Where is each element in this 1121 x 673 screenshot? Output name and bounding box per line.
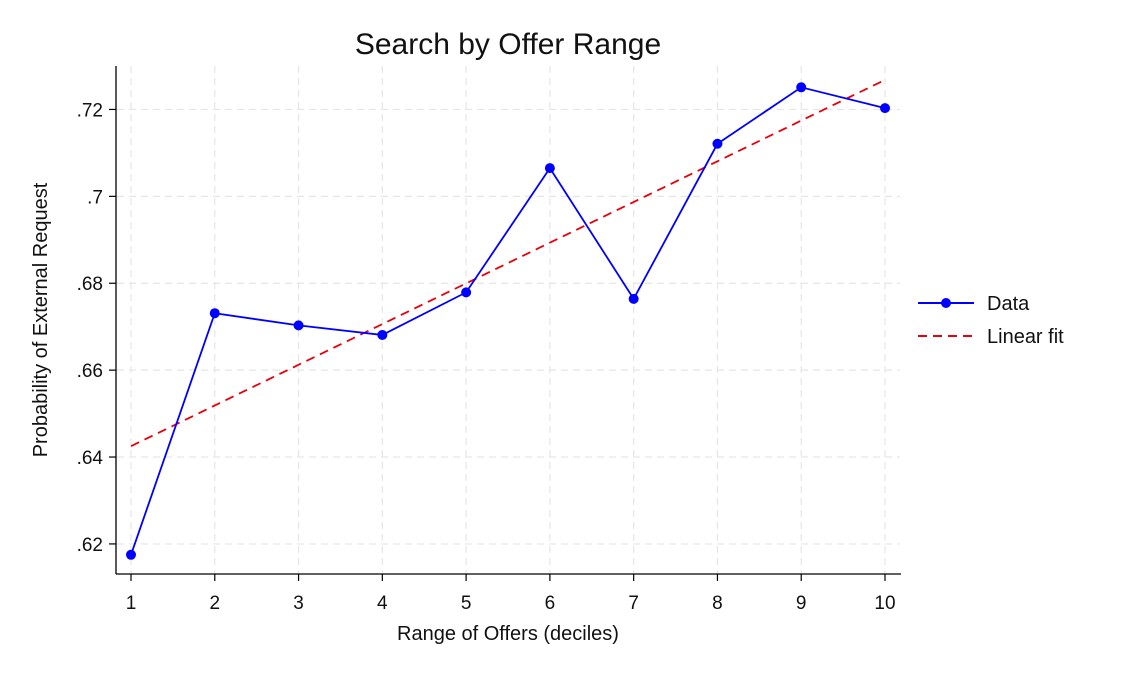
data-point: [126, 549, 136, 560]
chart-title: Search by Offer Range: [355, 28, 661, 61]
legend-label-data: Data: [987, 293, 1030, 315]
y-tick-label: .66: [77, 361, 103, 382]
data-point: [712, 138, 723, 149]
data-point: [628, 293, 639, 304]
x-tick-label: 8: [712, 593, 723, 614]
x-tick-label: 10: [874, 593, 895, 614]
data-point: [796, 82, 807, 93]
series-line-data: [130, 86, 886, 556]
y-tick-label: .64: [77, 448, 104, 469]
y-tick-label: .7: [87, 187, 103, 208]
series-layer: [126, 79, 890, 560]
legend-item-data: Data: [918, 293, 1030, 315]
data-point: [293, 320, 304, 331]
x-tick-label: 6: [545, 593, 556, 614]
y-tick-label: .62: [77, 535, 103, 556]
x-tick-label: 7: [628, 593, 639, 614]
x-tick-label: 4: [377, 593, 388, 614]
grid: [117, 66, 900, 573]
legend-marker-data: [941, 298, 951, 308]
legend: Data Linear fit: [918, 293, 1064, 348]
x-axis-label: Range of Offers (deciles): [397, 623, 619, 645]
x-tick-label: 9: [796, 593, 807, 614]
data-point: [880, 103, 890, 114]
y-axis-label: Probability of External Request: [30, 182, 52, 457]
x-tick-label: 3: [293, 593, 304, 614]
data-point: [377, 329, 388, 340]
legend-label-linear-fit: Linear fit: [987, 326, 1064, 348]
y-tick-label: .68: [77, 274, 103, 295]
y-tick-label: .72: [77, 100, 103, 121]
legend-item-linear-fit: Linear fit: [918, 326, 1064, 348]
data-point: [209, 308, 220, 319]
series-line-linear-fit: [130, 79, 886, 447]
x-tick-label: 2: [209, 593, 220, 614]
y-ticks: .62 .64 .66 .68 .7 .72: [77, 100, 116, 556]
data-point: [461, 287, 472, 298]
x-tick-label: 1: [126, 593, 137, 614]
data-point: [544, 163, 555, 174]
x-tick-label: 5: [461, 593, 472, 614]
x-ticks: 1 2 3 4 5 6 7 8 9 10: [126, 574, 896, 614]
